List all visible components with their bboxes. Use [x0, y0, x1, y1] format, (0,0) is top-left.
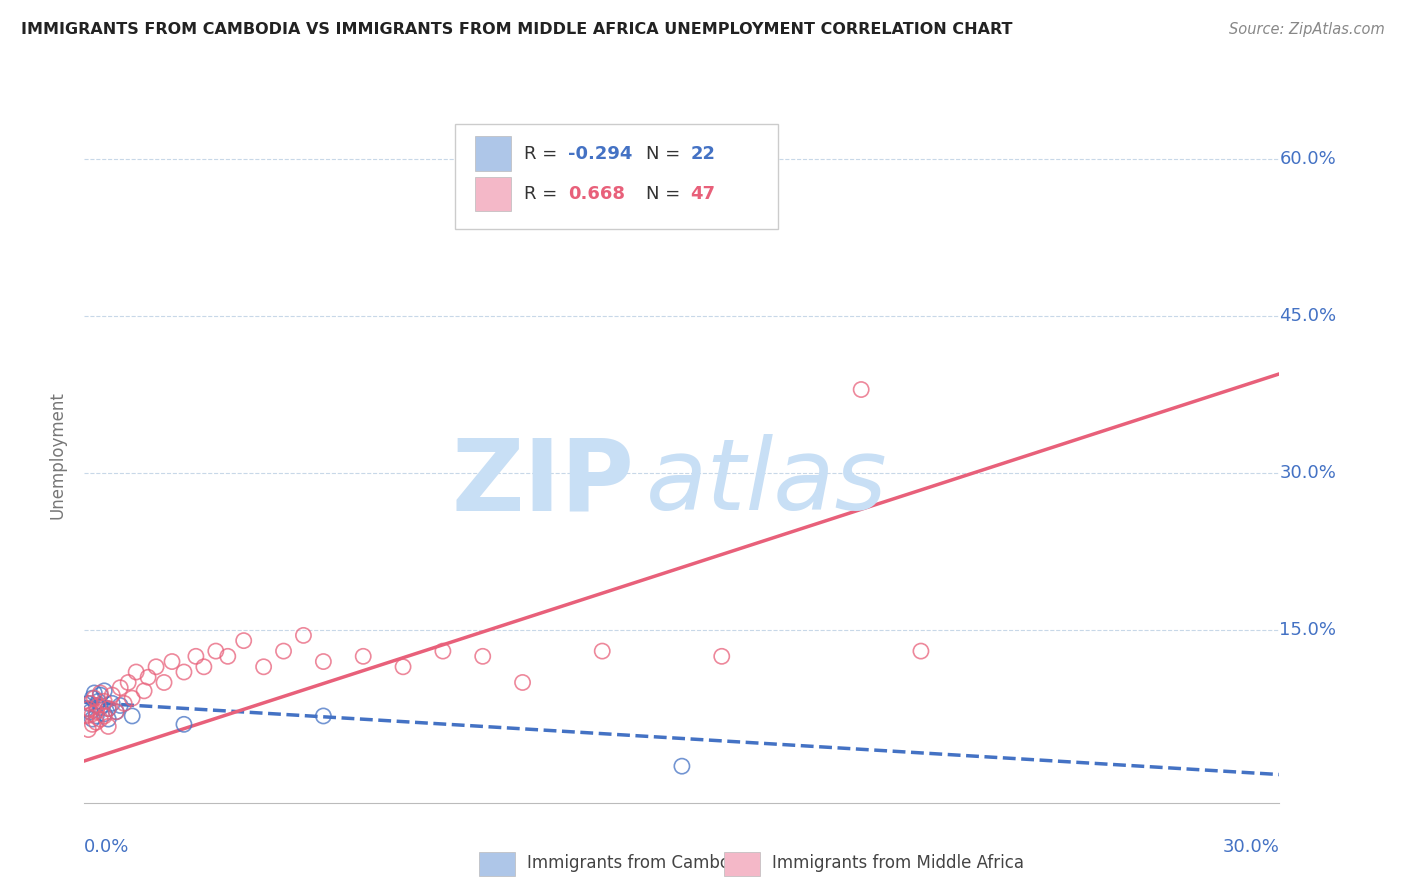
Text: 30.0%: 30.0% [1279, 464, 1336, 483]
Point [253, 660, 276, 674]
Point [432, 644, 454, 658]
Point [86, 705, 108, 719]
Point [117, 675, 139, 690]
Point [392, 660, 415, 674]
Text: R =: R = [524, 145, 564, 162]
Point [79, 697, 101, 711]
FancyBboxPatch shape [456, 124, 778, 229]
Point [82, 712, 104, 726]
Point [77, 697, 100, 711]
Point [93, 709, 115, 723]
Point [110, 681, 132, 695]
Point [87, 698, 110, 713]
Point [292, 628, 315, 642]
Point [160, 655, 183, 669]
Point [97, 719, 120, 733]
Text: 0.668: 0.668 [568, 185, 626, 203]
Point [136, 670, 159, 684]
Y-axis label: Unemployment: Unemployment [48, 391, 66, 519]
Point [352, 649, 374, 664]
Text: 15.0%: 15.0% [1279, 621, 1337, 640]
Point [105, 705, 128, 719]
Text: ZIP: ZIP [451, 434, 634, 532]
Text: atlas: atlas [645, 434, 887, 532]
Point [591, 644, 613, 658]
Point [101, 688, 124, 702]
Point [232, 633, 254, 648]
Point [849, 383, 872, 397]
Point [273, 644, 295, 658]
Point [83, 691, 105, 706]
Point [193, 660, 215, 674]
Text: 22: 22 [690, 145, 716, 162]
Point [105, 705, 128, 719]
Text: Immigrants from Cambodia: Immigrants from Cambodia [526, 855, 755, 872]
Point [312, 655, 335, 669]
Point [89, 712, 111, 726]
Point [184, 649, 207, 664]
Point [82, 691, 104, 706]
Text: -0.294: -0.294 [568, 145, 633, 162]
Point [471, 649, 494, 664]
Point [82, 706, 104, 721]
FancyBboxPatch shape [475, 136, 510, 171]
Text: IMMIGRANTS FROM CAMBODIA VS IMMIGRANTS FROM MIDDLE AFRICA UNEMPLOYMENT CORRELATI: IMMIGRANTS FROM CAMBODIA VS IMMIGRANTS F… [21, 22, 1012, 37]
Point [132, 683, 156, 698]
Point [512, 675, 534, 690]
Point [121, 691, 143, 706]
Point [121, 709, 143, 723]
Text: N =: N = [645, 145, 686, 162]
Point [93, 706, 115, 721]
Point [101, 697, 124, 711]
Point [145, 660, 167, 674]
Point [89, 700, 111, 714]
Text: 0.0%: 0.0% [84, 838, 129, 855]
Text: 60.0%: 60.0% [1279, 151, 1336, 169]
Point [710, 649, 733, 664]
Point [173, 717, 195, 731]
Point [77, 723, 100, 737]
Point [97, 712, 120, 726]
Text: 30.0%: 30.0% [1223, 838, 1279, 855]
Text: Immigrants from Middle Africa: Immigrants from Middle Africa [772, 855, 1024, 872]
Point [82, 717, 104, 731]
Point [79, 705, 101, 719]
Point [97, 701, 120, 715]
Text: 47: 47 [690, 185, 716, 203]
FancyBboxPatch shape [724, 852, 759, 876]
Point [97, 701, 120, 715]
Point [110, 698, 132, 713]
Point [86, 715, 108, 730]
Point [89, 688, 111, 702]
Point [217, 649, 239, 664]
Point [83, 686, 105, 700]
Point [86, 709, 108, 723]
Point [125, 665, 148, 679]
Text: 45.0%: 45.0% [1279, 307, 1337, 326]
Point [205, 644, 228, 658]
FancyBboxPatch shape [475, 177, 510, 211]
Point [86, 698, 108, 713]
FancyBboxPatch shape [478, 852, 515, 876]
Point [75, 701, 97, 715]
Point [93, 694, 115, 708]
Text: Source: ZipAtlas.com: Source: ZipAtlas.com [1229, 22, 1385, 37]
Point [153, 675, 176, 690]
Point [312, 709, 335, 723]
Text: R =: R = [524, 185, 564, 203]
Point [75, 709, 97, 723]
Point [112, 697, 135, 711]
Point [173, 665, 195, 679]
Point [77, 701, 100, 715]
Point [910, 644, 932, 658]
Point [87, 694, 110, 708]
Text: N =: N = [645, 185, 686, 203]
Point [89, 686, 111, 700]
Point [93, 683, 115, 698]
Point [671, 759, 693, 773]
